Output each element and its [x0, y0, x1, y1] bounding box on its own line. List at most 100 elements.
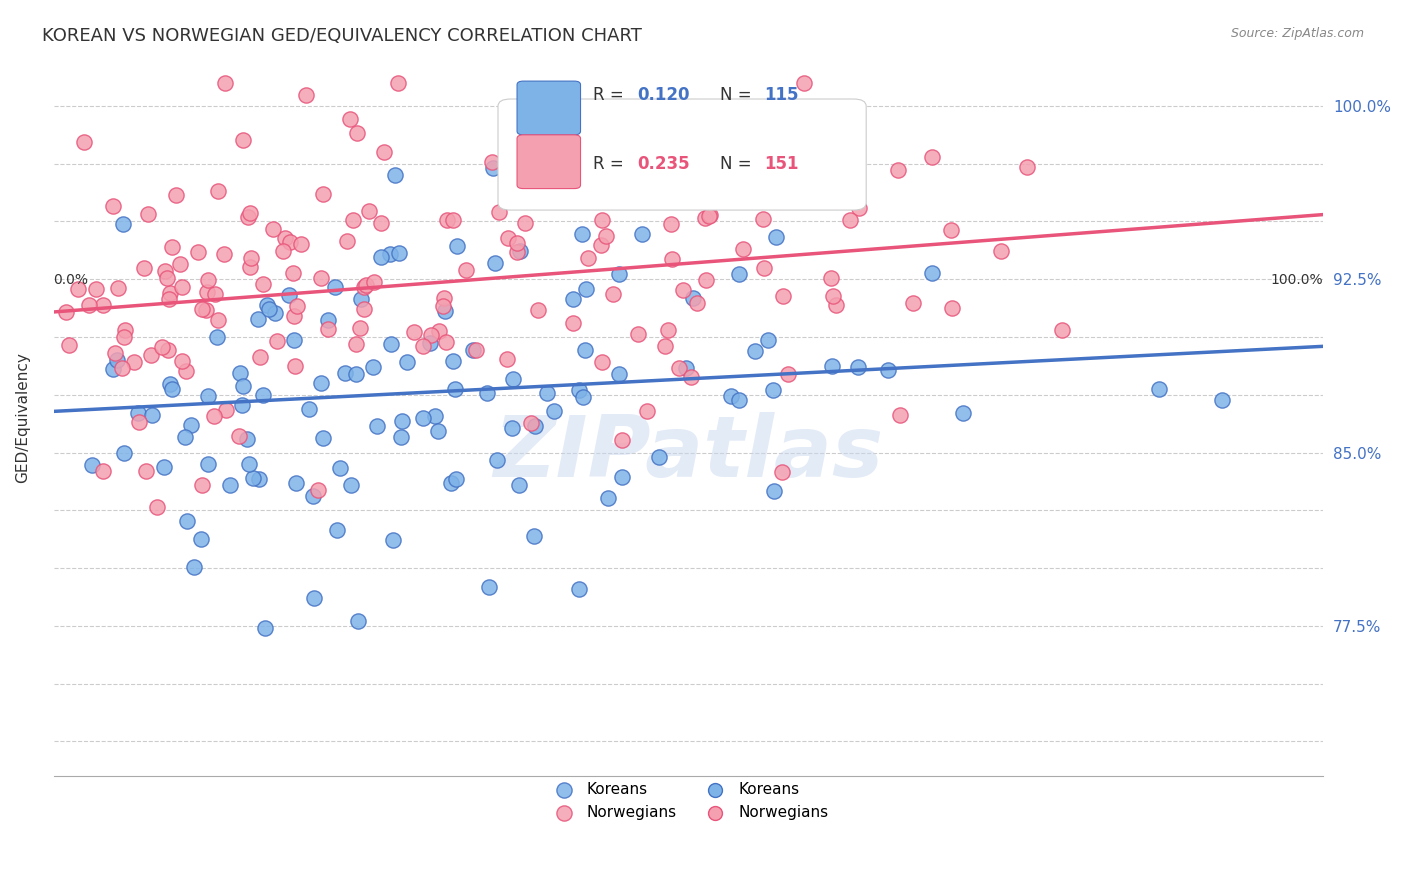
- Koreans: [607, 367, 630, 381]
- Text: Source: ZipAtlas.com: Source: ZipAtlas.com: [1230, 27, 1364, 40]
- Norwegians: [488, 204, 510, 219]
- Norwegians: [436, 335, 458, 350]
- Norwegians: [214, 246, 236, 260]
- Norwegians: [283, 309, 305, 323]
- Koreans: [205, 330, 228, 344]
- Norwegians: [169, 257, 191, 271]
- Koreans: [176, 514, 198, 528]
- Koreans: [1149, 382, 1171, 396]
- Norwegians: [239, 206, 262, 220]
- Norwegians: [285, 299, 308, 313]
- Koreans: [335, 366, 357, 380]
- Koreans: [388, 245, 411, 260]
- Koreans: [346, 614, 368, 628]
- Norwegians: [281, 266, 304, 280]
- Norwegians: [754, 260, 776, 275]
- Norwegians: [354, 277, 377, 292]
- Koreans: [727, 393, 749, 408]
- Koreans: [325, 523, 347, 537]
- Norwegians: [765, 153, 787, 167]
- Koreans: [572, 390, 595, 404]
- Norwegians: [153, 264, 176, 278]
- Koreans: [463, 343, 485, 358]
- Koreans: [256, 298, 278, 312]
- Norwegians: [668, 361, 690, 376]
- Norwegians: [373, 145, 395, 160]
- Norwegians: [591, 238, 613, 252]
- Norwegians: [363, 276, 385, 290]
- Norwegians: [614, 174, 637, 188]
- Norwegians: [239, 251, 262, 265]
- Koreans: [363, 360, 385, 375]
- Norwegians: [821, 289, 844, 303]
- Koreans: [607, 267, 630, 281]
- Norwegians: [419, 328, 441, 343]
- Norwegians: [595, 229, 617, 244]
- Text: 151: 151: [765, 154, 799, 172]
- Norwegians: [432, 299, 454, 313]
- Koreans: [242, 471, 264, 485]
- Norwegians: [370, 216, 392, 230]
- Norwegians: [342, 212, 364, 227]
- Norwegians: [84, 281, 107, 295]
- Koreans: [682, 291, 704, 305]
- Norwegians: [681, 369, 703, 384]
- Norwegians: [697, 209, 720, 223]
- Norwegians: [636, 404, 658, 418]
- Koreans: [103, 361, 125, 376]
- Koreans: [298, 401, 321, 416]
- Koreans: [350, 292, 373, 306]
- Koreans: [568, 582, 591, 597]
- Norwegians: [55, 305, 77, 319]
- Koreans: [921, 266, 943, 280]
- Norwegians: [349, 321, 371, 335]
- Norwegians: [307, 483, 329, 498]
- Koreans: [484, 256, 506, 270]
- Koreans: [575, 282, 598, 296]
- Norwegians: [353, 301, 375, 316]
- Legend: Koreans, Norwegians, Koreans, Norwegians: Koreans, Norwegians, Koreans, Norwegians: [543, 776, 834, 826]
- Norwegians: [481, 154, 503, 169]
- FancyBboxPatch shape: [517, 135, 581, 188]
- Koreans: [219, 478, 242, 492]
- Koreans: [444, 472, 467, 486]
- Koreans: [952, 406, 974, 420]
- Norwegians: [344, 337, 367, 351]
- Norwegians: [191, 478, 214, 492]
- Norwegians: [793, 76, 815, 90]
- Norwegians: [174, 364, 197, 378]
- Koreans: [610, 470, 633, 484]
- Norwegians: [207, 184, 229, 198]
- Koreans: [253, 621, 276, 635]
- Text: 0.120: 0.120: [638, 87, 690, 104]
- Norwegians: [591, 213, 613, 227]
- Norwegians: [194, 303, 217, 318]
- Koreans: [876, 362, 898, 376]
- Norwegians: [228, 429, 250, 443]
- Norwegians: [657, 323, 679, 337]
- Koreans: [675, 361, 697, 376]
- Norwegians: [404, 325, 426, 339]
- Koreans: [648, 450, 671, 464]
- Koreans: [631, 227, 654, 241]
- Norwegians: [172, 279, 194, 293]
- Koreans: [427, 424, 450, 438]
- FancyBboxPatch shape: [498, 99, 866, 211]
- Koreans: [238, 457, 260, 471]
- Koreans: [112, 446, 135, 460]
- Norwegians: [139, 348, 162, 362]
- Norwegians: [232, 133, 254, 147]
- Norwegians: [661, 217, 683, 231]
- Norwegians: [271, 244, 294, 258]
- Koreans: [574, 343, 596, 358]
- Norwegians: [838, 184, 860, 198]
- Norwegians: [848, 201, 870, 215]
- Koreans: [508, 478, 530, 492]
- Norwegians: [112, 330, 135, 344]
- Koreans: [571, 227, 593, 242]
- Koreans: [232, 378, 254, 392]
- Norwegians: [202, 409, 225, 424]
- Koreans: [440, 475, 463, 490]
- Norwegians: [513, 216, 536, 230]
- Norwegians: [772, 289, 794, 303]
